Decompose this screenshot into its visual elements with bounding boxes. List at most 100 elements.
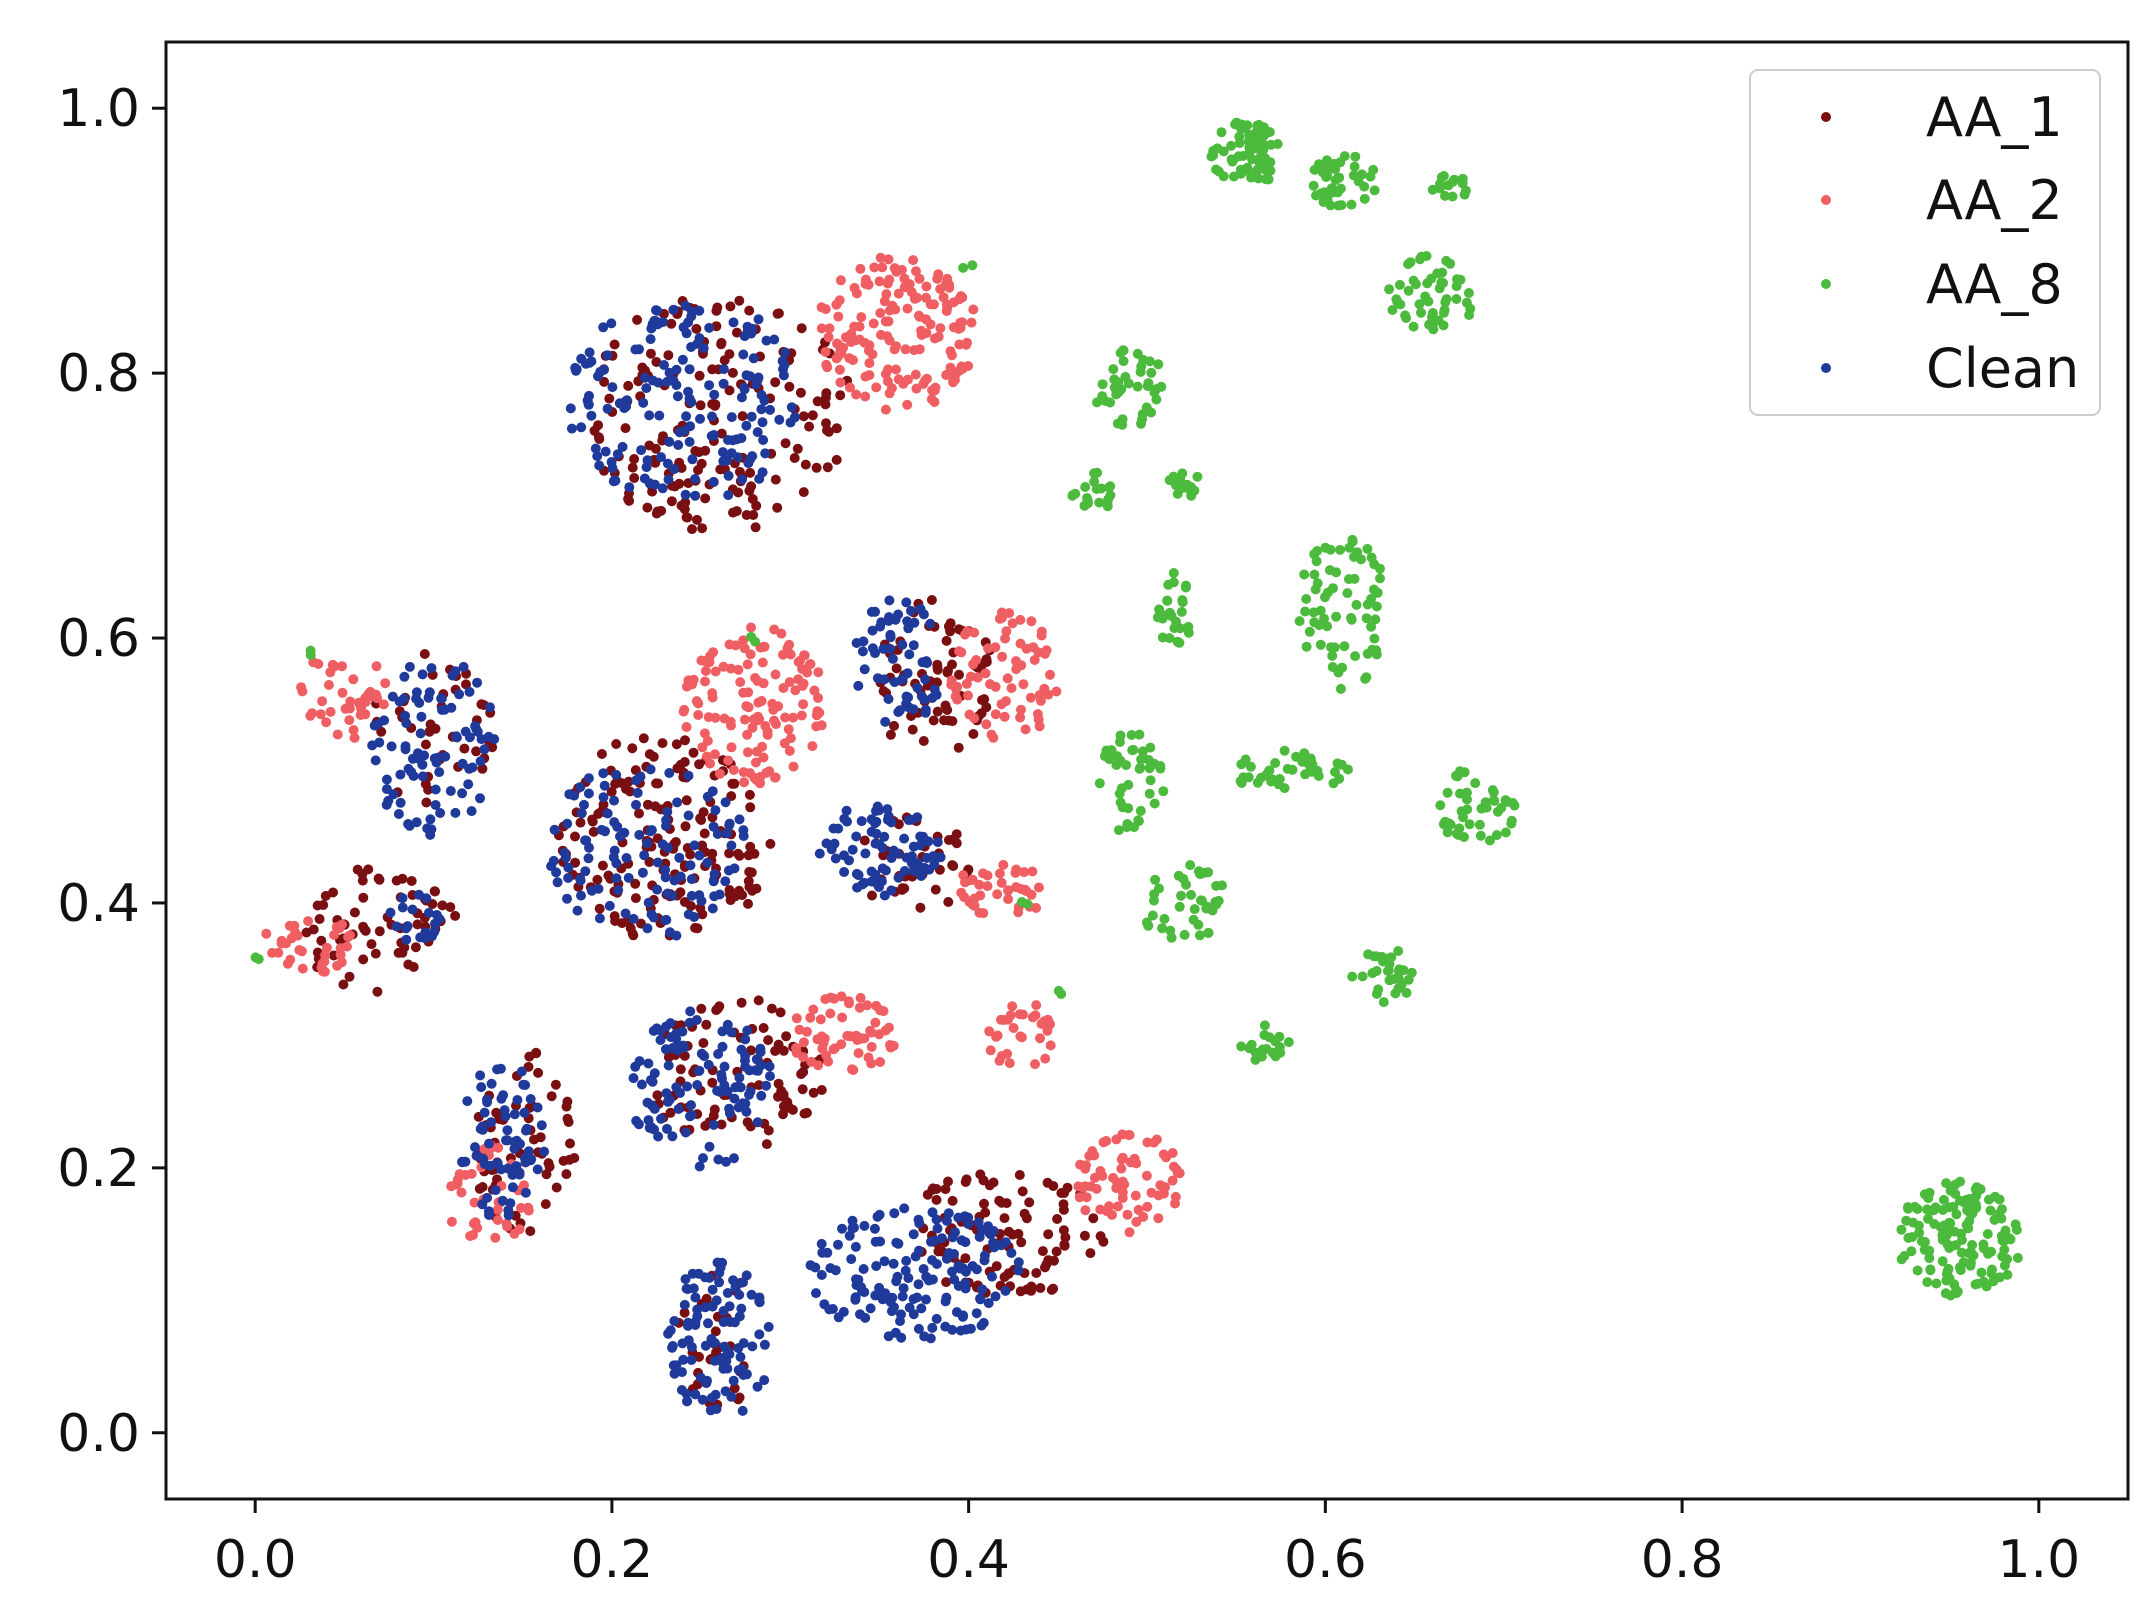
scatter-point xyxy=(791,1047,802,1058)
scatter-point xyxy=(1259,1030,1270,1040)
scatter-point xyxy=(408,771,419,781)
scatter-point xyxy=(407,904,418,915)
scatter-point xyxy=(689,840,700,851)
scatter-point xyxy=(589,425,600,436)
scatter-point xyxy=(1343,574,1354,585)
scatter-point xyxy=(716,1356,727,1367)
scatter-point xyxy=(646,825,657,836)
scatter-point xyxy=(994,868,1005,879)
scatter-point xyxy=(1362,543,1373,554)
scatter-point xyxy=(337,687,348,698)
scatter-point xyxy=(620,908,631,919)
legend-marker-aa1 xyxy=(1821,112,1831,122)
scatter-point xyxy=(1101,1206,1112,1217)
scatter-point xyxy=(736,997,747,1008)
scatter-point xyxy=(931,1194,942,1205)
scatter-point xyxy=(561,1169,572,1180)
scatter-point xyxy=(744,789,755,800)
scatter-point xyxy=(942,369,953,380)
scatter-point xyxy=(744,305,755,316)
scatter-point xyxy=(950,1227,960,1238)
scatter-point xyxy=(786,402,797,413)
scatter-point xyxy=(284,920,295,931)
scatter-point xyxy=(1265,157,1276,168)
scatter-point xyxy=(1245,761,1256,772)
scatter-point xyxy=(687,1268,698,1279)
scatter-point xyxy=(704,380,715,391)
scatter-point xyxy=(370,755,381,766)
scatter-point xyxy=(913,1214,924,1225)
scatter-point xyxy=(1043,1229,1054,1240)
scatter-point xyxy=(1408,321,1419,332)
scatter-point xyxy=(794,1024,805,1035)
scatter-point xyxy=(1123,779,1134,790)
scatter-point xyxy=(853,680,864,691)
scatter-point xyxy=(892,848,903,859)
scatter-point xyxy=(1183,621,1194,632)
scatter-point xyxy=(736,392,747,403)
scatter-point xyxy=(738,767,749,778)
scatter-point xyxy=(360,709,371,720)
scatter-point xyxy=(925,1333,936,1344)
scatter-point xyxy=(693,698,704,709)
scatter-point xyxy=(305,645,316,656)
scatter-point xyxy=(816,302,827,313)
scatter-point xyxy=(1283,1037,1294,1048)
scatter-point xyxy=(387,691,398,702)
scatter-point xyxy=(520,1187,531,1198)
scatter-point xyxy=(941,1253,952,1264)
scatter-point xyxy=(475,756,486,767)
scatter-point xyxy=(667,1341,678,1351)
scatter-point xyxy=(847,1064,857,1075)
scatter-point xyxy=(963,690,973,701)
scatter-point xyxy=(947,716,958,727)
scatter-point xyxy=(734,1392,745,1403)
scatter-point xyxy=(953,742,964,753)
scatter-point xyxy=(1165,925,1176,936)
scatter-point xyxy=(1118,356,1129,367)
scatter-point xyxy=(1027,866,1038,877)
y-tick-label: 0.6 xyxy=(57,609,140,669)
scatter-point xyxy=(611,858,622,869)
scatter-point xyxy=(592,451,603,462)
scatter-point xyxy=(1021,1213,1032,1224)
scatter-point xyxy=(696,1048,707,1059)
scatter-point xyxy=(664,436,675,447)
scatter-point xyxy=(943,1176,953,1187)
scatter-point xyxy=(1244,1043,1255,1054)
scatter-point xyxy=(753,373,764,384)
scatter-point xyxy=(1105,490,1116,501)
scatter-point xyxy=(598,322,609,333)
scatter-point xyxy=(1279,745,1290,756)
scatter-point xyxy=(1194,930,1205,941)
scatter-point xyxy=(682,1081,693,1092)
scatter-point xyxy=(736,1303,747,1314)
scatter-point xyxy=(490,1232,501,1243)
scatter-point xyxy=(752,1381,763,1392)
scatter-point xyxy=(1123,803,1134,814)
scatter-point xyxy=(1350,151,1361,162)
scatter-point xyxy=(665,1325,676,1336)
scatter-point xyxy=(630,893,641,904)
scatter-point xyxy=(960,1278,971,1289)
scatter-point xyxy=(737,411,748,422)
scatter-point xyxy=(753,314,764,325)
scatter-point xyxy=(250,952,261,963)
scatter-point xyxy=(844,353,855,364)
scatter-point xyxy=(1370,645,1381,656)
scatter-point xyxy=(718,378,729,389)
scatter-point xyxy=(1168,577,1179,588)
scatter-point xyxy=(1046,1284,1057,1295)
scatter-point xyxy=(838,342,849,353)
scatter-point xyxy=(725,895,736,906)
scatter-point xyxy=(941,1215,952,1226)
scatter-point xyxy=(1132,381,1143,392)
scatter-point xyxy=(722,828,733,839)
scatter-point xyxy=(765,404,775,415)
scatter-point xyxy=(1319,187,1330,198)
scatter-point xyxy=(1097,391,1108,402)
scatter-point xyxy=(739,384,750,395)
scatter-point xyxy=(850,1292,861,1303)
scatter-point xyxy=(911,266,921,277)
scatter-point xyxy=(784,745,795,756)
